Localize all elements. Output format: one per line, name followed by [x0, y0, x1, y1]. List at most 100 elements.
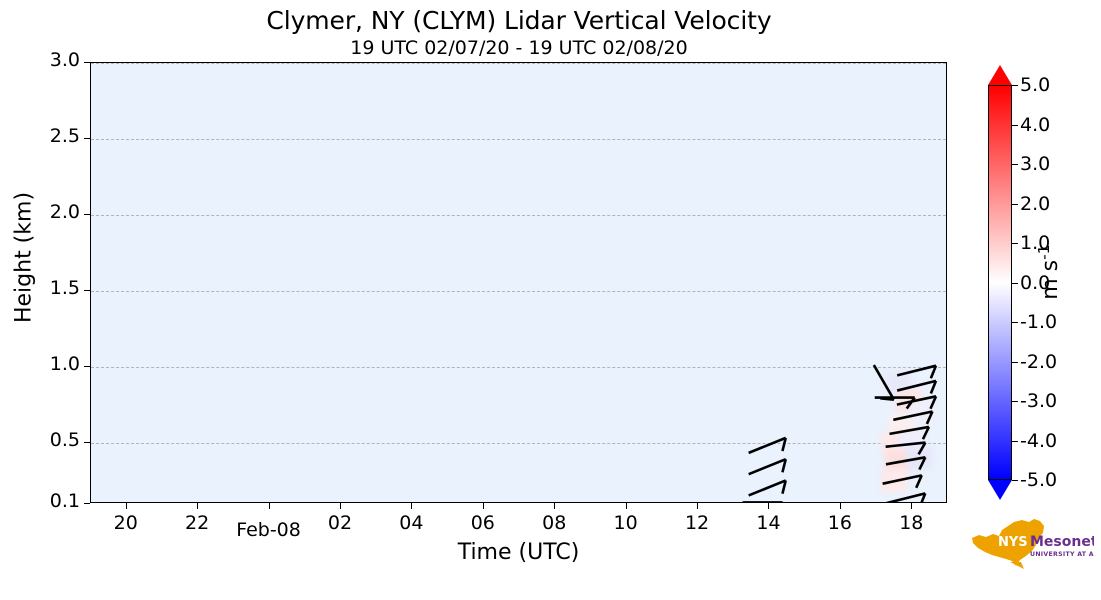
colorbar-tick-mark — [1012, 361, 1018, 363]
x-axis-tick-label: 10 — [613, 512, 638, 534]
gridline-horizontal — [91, 63, 946, 64]
x-axis-tick-mark — [411, 503, 413, 509]
logo-mesonet-text: Mesonet — [1030, 534, 1094, 550]
colorbar-tick-label: -5.0 — [1020, 469, 1058, 491]
wind-barb — [748, 457, 787, 476]
colorbar-tick-label: -2.0 — [1020, 350, 1058, 373]
x-axis-tick-mark — [197, 503, 199, 509]
chart-subtitle: 19 UTC 02/07/20 - 19 UTC 02/08/20 — [350, 37, 688, 59]
y-axis-tick-label: 0.1 — [49, 490, 80, 512]
wind-barb — [742, 501, 783, 502]
wind-barb — [748, 479, 787, 497]
x-axis-tick-mark — [625, 503, 627, 509]
colorbar-tick-label: -1.0 — [1020, 311, 1058, 333]
y-axis-tick-mark — [84, 366, 90, 368]
wind-barb — [748, 436, 787, 455]
x-axis-tick-label: 20 — [113, 512, 138, 534]
colorbar-unit-label: m s-1 — [1035, 212, 1063, 332]
y-axis-label: Height (km) — [11, 191, 37, 324]
x-axis-tick-mark — [339, 503, 341, 509]
gridline-horizontal — [91, 291, 946, 293]
colorbar-tick-label: 1.0 — [1020, 232, 1051, 254]
x-axis-tick-label: 16 — [827, 512, 852, 534]
gridline-horizontal — [91, 139, 946, 141]
chart-title: Clymer, NY (CLYM) Lidar Vertical Velocit… — [266, 6, 772, 35]
wind-barb — [893, 410, 934, 425]
wind-barb — [889, 425, 931, 440]
colorbar-tick-mark — [1012, 203, 1018, 205]
y-axis-tick-label: 3.0 — [49, 49, 80, 71]
colorbar-tick-mark — [1012, 124, 1018, 126]
wind-barb — [896, 395, 938, 410]
x-axis-tick-mark — [768, 503, 770, 509]
wind-barb-layer — [742, 364, 938, 502]
y-axis-tick-label: 0.5 — [49, 429, 80, 452]
x-axis-tick-mark — [554, 503, 556, 509]
x-axis-tick-mark — [697, 503, 699, 509]
plot-area — [90, 62, 947, 503]
colorbar-tick-mark — [1012, 164, 1018, 165]
x-axis-tick-mark — [911, 503, 913, 509]
colorbar-tick-label: -3.0 — [1020, 390, 1058, 412]
y-axis-tick-mark — [84, 138, 90, 140]
x-axis-tick-label: 02 — [327, 512, 353, 534]
y-axis-tick-mark — [84, 290, 90, 292]
x-axis-tick-mark — [482, 503, 484, 509]
x-axis-tick-label: 08 — [542, 512, 567, 534]
x-axis-tick-label: 14 — [756, 512, 781, 534]
y-axis-tick-mark — [84, 62, 90, 63]
colorbar-extend-max-icon — [988, 65, 1012, 85]
wind-barb — [896, 364, 938, 379]
y-axis-tick-mark — [84, 214, 90, 216]
x-axis-label: Time (UTC) — [457, 540, 580, 565]
wind-barb — [896, 379, 938, 394]
y-axis-tick-label: 1.5 — [49, 277, 80, 300]
colorbar-unit-exponent: -1 — [1034, 244, 1053, 260]
x-axis-tick-mark — [268, 503, 270, 509]
colorbar-tick-mark — [1012, 85, 1018, 86]
colorbar-gradient — [988, 85, 1012, 480]
y-axis-tick-label: 1.0 — [49, 353, 80, 376]
x-axis-tick-mark — [839, 503, 841, 509]
colorbar-extend-min-icon — [988, 480, 1012, 500]
logo-tagline-text: UNIVERSITY AT ALBANY — [1030, 551, 1094, 558]
x-axis-tick-label: Feb-08 — [236, 519, 301, 541]
x-axis-tick-label: 04 — [399, 512, 424, 534]
colorbar-tick-mark — [1012, 440, 1018, 442]
colorbar-tick-label: -4.0 — [1020, 429, 1058, 452]
nys-mesonet-logo: NYS Mesonet UNIVERSITY AT ALBANY — [972, 519, 1094, 569]
plot-inner — [91, 63, 946, 502]
gridline-horizontal — [91, 443, 946, 445]
x-axis-tick-mark — [125, 503, 127, 509]
colorbar-tick-label: 5.0 — [1020, 74, 1051, 96]
colorbar-tick-label: 4.0 — [1020, 113, 1051, 136]
x-axis-tick-label: 06 — [470, 512, 495, 534]
colorbar-tick-mark — [1012, 480, 1018, 481]
gridline-horizontal — [91, 367, 946, 369]
x-axis-tick-label: 18 — [899, 512, 924, 534]
wind-barb — [886, 492, 927, 502]
colorbar-tick-mark — [1012, 322, 1018, 323]
colorbar-tick-mark — [1012, 401, 1018, 402]
wind-barb — [874, 396, 916, 410]
colorbar: 5.0 4.0 3.0 2.0 1.0 0.0 -1.0 -2.0 -3.0 -4.0 -5.0 — [988, 65, 1057, 500]
ny-state-shape-icon — [972, 519, 1044, 569]
x-axis-tick-label: 22 — [185, 512, 210, 534]
colorbar-tick-label: 3.0 — [1020, 153, 1051, 175]
colorbar-tick-label: 2.0 — [1020, 192, 1051, 215]
y-axis-tick-mark — [84, 442, 90, 444]
gridline-horizontal — [91, 215, 946, 217]
y-axis-tick-label: 2.0 — [49, 201, 80, 224]
wind-barb — [885, 441, 927, 455]
y-axis-tick-label: 2.5 — [49, 125, 80, 148]
wind-barb — [885, 456, 927, 471]
colorbar-tick-label: 0.0 — [1020, 271, 1051, 294]
colorbar-tick-mark — [1012, 243, 1018, 244]
x-axis-tick-label: 12 — [684, 512, 710, 534]
colorbar-tick-mark — [1012, 282, 1018, 284]
colorbar-unit-base: m s — [1038, 259, 1064, 300]
y-axis-tick-mark — [84, 503, 90, 504]
logo-nys-text: NYS — [998, 535, 1028, 550]
wind-barb — [882, 474, 923, 489]
